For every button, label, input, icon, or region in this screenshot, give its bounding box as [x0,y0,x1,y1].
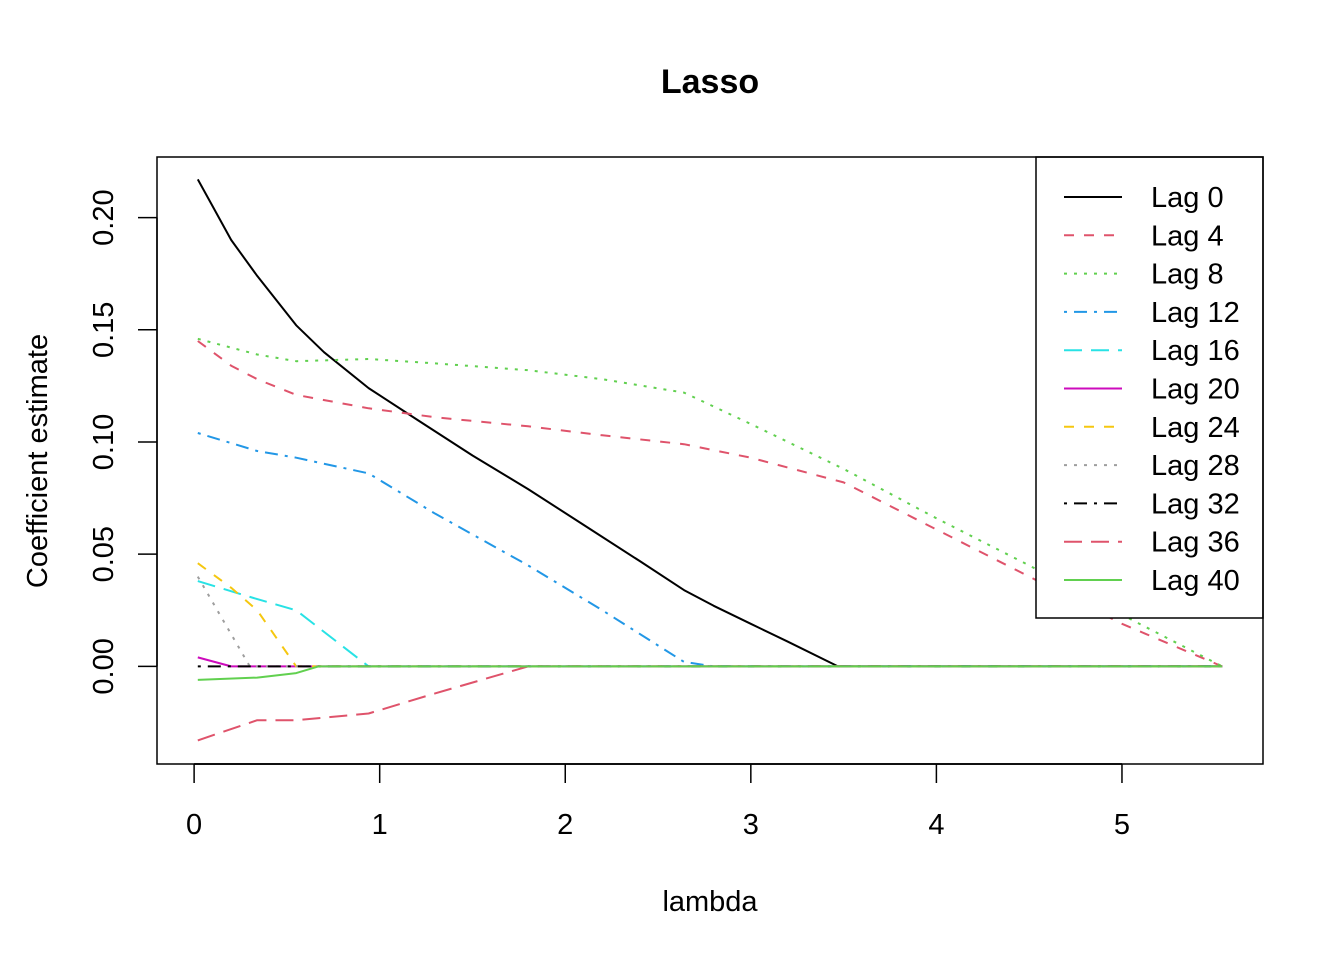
legend-label-lag-16: Lag 16 [1151,335,1240,367]
legend-label-lag-40: Lag 40 [1151,565,1240,597]
chart-title: Lasso [661,63,759,101]
y-tick-label: 0.05 [88,526,120,582]
x-tick-label: 1 [372,809,388,841]
y-tick-label: 0.20 [88,189,120,245]
x-tick-label: 0 [186,809,202,841]
legend-label-lag-8: Lag 8 [1151,259,1224,291]
legend-label-lag-20: Lag 20 [1151,374,1240,406]
series-line-lag-4 [197,340,1223,668]
x-tick-label: 2 [557,809,573,841]
series-layer [196,178,1223,742]
legend: Lag 0 Lag 4 Lag 8 Lag 12 Lag 16 Lag 20 Lag 24 L… [1035,156,1264,619]
legend-label-lag-4: Lag 4 [1151,220,1224,252]
legend-label-lag-24: Lag 24 [1151,412,1240,444]
legend-label-lag-32: Lag 32 [1151,488,1240,520]
x-axis-label: lambda [662,886,758,918]
plot-frame [156,156,1264,765]
y-axis-label: Coefficient estimate [22,334,54,588]
series-line-lag-40 [197,665,1223,681]
legend-label-lag-0: Lag 0 [1151,182,1224,214]
x-tick-label: 4 [928,809,944,841]
y-tick-label: 0.10 [88,414,120,470]
y-tick-label: 0.00 [88,638,120,694]
legend-label-lag-12: Lag 12 [1151,297,1240,329]
legend-label-lag-28: Lag 28 [1151,450,1240,482]
legend-label-lag-36: Lag 36 [1151,527,1240,559]
x-tick-label: 3 [743,809,759,841]
y-tick-label: 0.15 [88,302,120,358]
x-tick-label: 5 [1114,809,1130,841]
